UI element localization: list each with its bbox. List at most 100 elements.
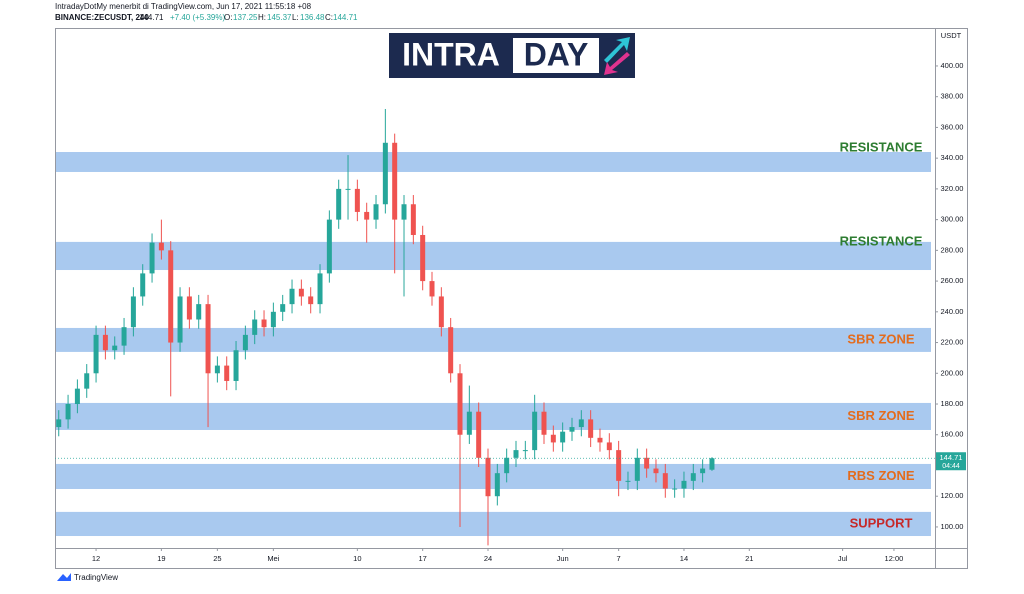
zones: RESISTANCE RESISTANCE SBR ZONE SBR ZONE RBS … [56,139,931,537]
candle-body [653,468,659,474]
candle-body [597,437,603,443]
candle-body [392,142,398,220]
x-tick-label: 21 [745,554,753,563]
candle-body [65,404,71,420]
y-tick-label: 120.00 [941,491,964,500]
candle-body [345,188,351,190]
x-tick-label: Mei [267,554,279,563]
candle-body [588,419,594,438]
x-tick-label: 10 [353,554,361,563]
candle-body [140,273,146,297]
zone-band [56,152,931,172]
zone-band [56,402,931,430]
x-tick-label: 19 [157,554,165,563]
x-tick-label: 12 [92,554,100,563]
last-price: 144.71 [139,13,164,22]
candle-body [578,419,584,428]
y-tick-label: 300.00 [941,215,964,224]
candle-body [532,411,538,451]
zone-label: SBR ZONE [847,408,915,423]
candle-body [177,296,183,343]
zone-band [56,241,931,271]
logo-arrow-up [604,37,630,63]
y-tick-label: 180.00 [941,399,964,408]
candle-body [121,327,127,346]
logo-text: DAY [524,36,589,72]
zone-label: RESISTANCE [840,139,923,154]
candle-body [336,188,342,220]
candle-body [569,427,575,432]
candle-body [205,304,211,374]
candle-body [317,273,323,305]
y-tick-label: 280.00 [941,245,964,254]
logo-inner [513,38,599,73]
candle-body [149,242,155,274]
candle-body [168,250,174,343]
candle-body [709,458,715,470]
candle-body [158,242,164,251]
candle-body [56,419,62,428]
candle-body [308,296,314,305]
candle-body [700,468,706,474]
y-tick-label: 260.00 [941,276,964,285]
axes: 100.00120.00140.00160.00180.00200.00220.… [55,61,966,563]
candles [56,108,715,546]
symbol: BINANCE:ZECUSDT, 240 [55,13,149,22]
candle-body [644,457,650,469]
zone-band [56,463,931,489]
logo-text: INTRA [402,36,500,72]
y-tick-label: 380.00 [941,92,964,101]
x-tick-label: 7 [617,554,621,563]
candle-body [93,334,99,374]
header-ohlc: BINANCE:ZECUSDT, 240 144.71 +7.40 (+5.39… [55,13,358,22]
candle-body [373,204,379,220]
candle-body [522,450,528,452]
candle-body [560,431,566,443]
candle-body [672,488,678,490]
ohlc-label: C: [325,13,333,22]
candle-body [410,204,416,235]
candle-body [429,281,435,297]
low-value: 136.48 [300,13,325,22]
candle-body [298,288,304,297]
candle-body [84,373,90,389]
candle-body [457,373,463,435]
candle-body [186,296,192,320]
candle-body [466,411,472,435]
zone-band [56,511,931,537]
currency: USDT [941,31,962,40]
candle-body [634,457,640,481]
countdown: 04:44 [942,463,960,470]
candle-body [625,480,631,482]
y-tick-label: 160.00 [941,430,964,439]
candle-body [504,457,510,474]
y-tick-label: 220.00 [941,338,964,347]
price-badge [936,452,966,471]
candle-body [606,442,612,451]
candle-body [261,319,267,328]
x-tick-label: 24 [484,554,492,563]
ohlc-label: O: [224,13,232,22]
zone-label: SUPPORT [850,515,913,530]
candle-body [112,345,118,351]
candle-body [252,319,258,335]
candle-body [494,473,500,497]
x-tick-label: 12:00 [885,554,904,563]
change: +7.40 (+5.39%) [170,13,225,22]
candle-body [662,473,668,489]
y-tick-label: 240.00 [941,307,964,316]
candle-body [74,388,80,405]
candle-body [513,450,519,458]
candle-body [326,219,332,274]
x-tick-label: Jul [838,554,848,563]
candle-body [541,411,547,435]
footer-logo [57,573,71,581]
logo-arrow-down [604,52,630,75]
footer-text: TradingView [74,573,118,582]
zone-band [56,327,931,352]
y-tick-label: 400.00 [941,61,964,70]
candle-body [550,434,556,443]
candle-body [289,288,295,305]
candle-body [448,327,454,374]
